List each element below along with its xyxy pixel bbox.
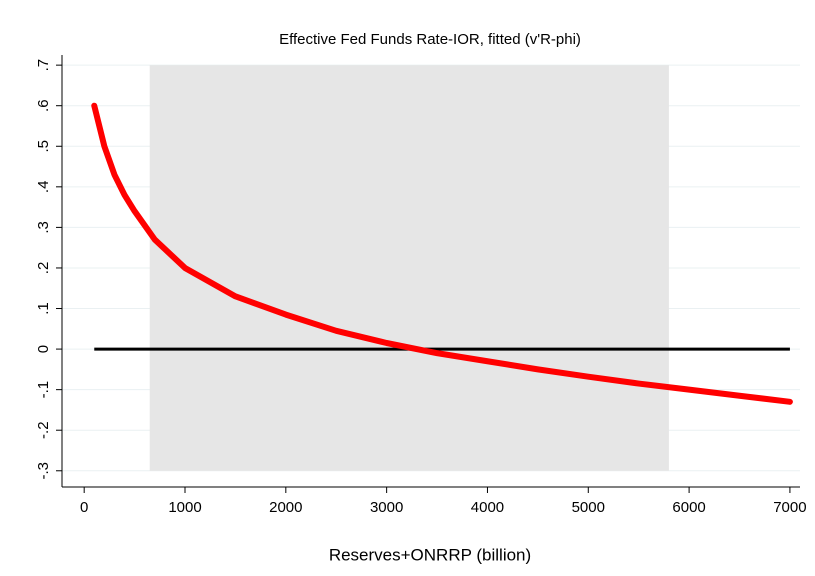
shaded-region bbox=[149, 65, 669, 471]
y-tick-label: .2 bbox=[35, 262, 52, 275]
y-tick-label: -.2 bbox=[35, 421, 52, 439]
y-tick-label: .1 bbox=[35, 302, 52, 315]
y-tick-label: .7 bbox=[35, 59, 52, 72]
chart-title: Effective Fed Funds Rate-IOR, fitted (v'… bbox=[279, 31, 581, 48]
x-tick-label: 0 bbox=[80, 499, 88, 516]
x-tick-label: 4000 bbox=[471, 499, 504, 516]
x-axis-label: Reserves+ONRRP (billion) bbox=[329, 545, 531, 564]
y-tick-label: 0 bbox=[35, 345, 52, 353]
y-tick-label: -.1 bbox=[35, 381, 52, 399]
y-tick-label: .5 bbox=[35, 140, 52, 153]
x-tick-label: 5000 bbox=[572, 499, 605, 516]
y-tick-label: .4 bbox=[35, 181, 52, 194]
x-tick-label: 3000 bbox=[370, 499, 403, 516]
x-tick-label: 7000 bbox=[773, 499, 806, 516]
x-tick-label: 2000 bbox=[269, 499, 302, 516]
y-tick-label: -.3 bbox=[35, 462, 52, 480]
y-tick-label: .3 bbox=[35, 221, 52, 234]
y-tick-label: .6 bbox=[35, 99, 52, 112]
x-tick-label: 6000 bbox=[672, 499, 705, 516]
fitted-curve bbox=[91, 102, 793, 405]
x-tick-label: 1000 bbox=[168, 499, 201, 516]
